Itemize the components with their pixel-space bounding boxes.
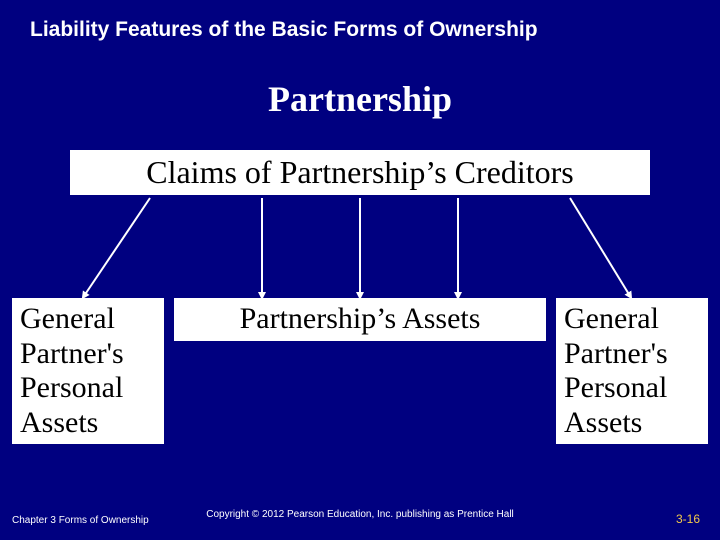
footer-copyright: Copyright © 2012 Pearson Education, Inc.… xyxy=(0,509,720,520)
slide-subtitle: Partnership xyxy=(0,78,720,120)
footer-page-number: 3-16 xyxy=(676,512,700,526)
slide-title: Liability Features of the Basic Forms of… xyxy=(30,18,700,42)
lower-row: General Partner's Personal Assets Partne… xyxy=(12,298,708,444)
box-general-left: General Partner's Personal Assets xyxy=(12,298,164,444)
box-partnership-assets: Partnership’s Assets xyxy=(174,298,546,341)
box-general-right: General Partner's Personal Assets xyxy=(556,298,708,444)
creditors-box: Claims of Partnership’s Creditors xyxy=(70,150,650,195)
